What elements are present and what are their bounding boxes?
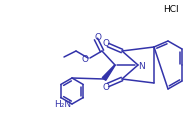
Polygon shape <box>102 65 115 81</box>
Text: H₂N: H₂N <box>54 100 71 109</box>
Text: HCl: HCl <box>163 5 179 14</box>
Text: O: O <box>102 39 109 48</box>
Text: O: O <box>81 55 88 64</box>
Text: O: O <box>102 83 109 92</box>
Text: N: N <box>139 62 145 71</box>
Text: O: O <box>94 33 101 42</box>
